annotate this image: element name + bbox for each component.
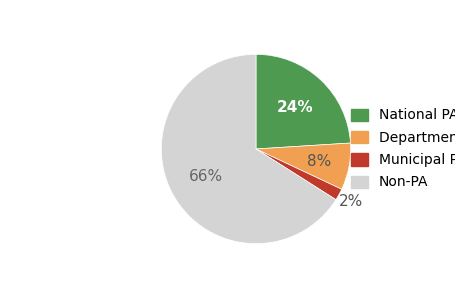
Legend: National PAs, Departmental PAs, Municipal PAs, Non-PA: National PAs, Departmental PAs, Municipa… xyxy=(345,103,455,195)
Text: 66%: 66% xyxy=(189,169,223,184)
Text: 24%: 24% xyxy=(276,100,313,115)
Wedge shape xyxy=(255,54,350,149)
Text: 8%: 8% xyxy=(306,153,331,168)
Wedge shape xyxy=(161,54,335,244)
Text: 2%: 2% xyxy=(339,194,363,209)
Wedge shape xyxy=(255,143,350,189)
Wedge shape xyxy=(255,149,341,200)
